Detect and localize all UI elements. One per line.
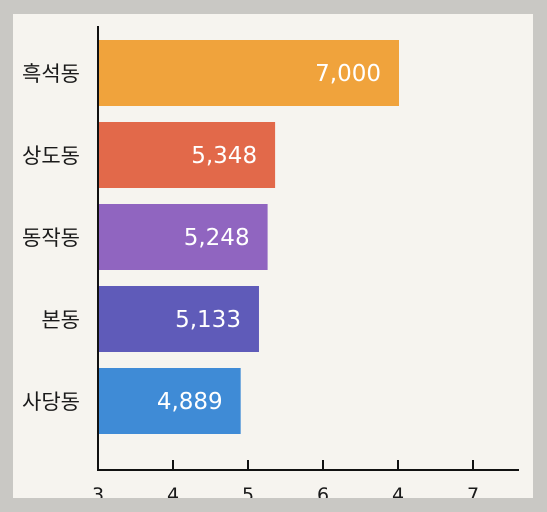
category-label: 상도동 — [22, 144, 80, 168]
x-tick-label: 6 — [317, 484, 329, 498]
category-label: 동작동 — [22, 226, 80, 250]
x-tick-label: 3 — [92, 484, 104, 498]
category-label: 흑석동 — [22, 62, 80, 86]
bar-2 — [99, 122, 276, 188]
category-label: 본동 — [41, 308, 80, 332]
bar-value-label: 5,248 — [184, 225, 250, 251]
x-tick-label: 7 — [467, 484, 479, 498]
bars-group — [99, 40, 399, 434]
bar-value-label: 5,133 — [175, 307, 241, 333]
x-tick-label: 5 — [242, 484, 254, 498]
x-tick-label: 4 — [167, 484, 179, 498]
bar-value-label: 5,348 — [191, 143, 257, 169]
x-ticks-group: 3 4 5 6 4 7 — [92, 460, 479, 498]
bar-value-label: 7,000 — [315, 61, 381, 87]
value-labels-group: 7,000 5,348 5,248 5,133 4,889 — [157, 61, 381, 415]
x-tick-label: 4 — [392, 484, 404, 498]
bar-3 — [99, 204, 268, 270]
bar-value-label: 4,889 — [157, 389, 223, 415]
bar-chart: 7,000 5,348 5,248 5,133 4,889 흑석동상도동동작동본동사당동… — [22, 26, 519, 498]
bar-5 — [99, 368, 241, 434]
category-label: 사당동 — [22, 390, 80, 414]
bar-1 — [99, 40, 399, 106]
bar-4 — [99, 286, 259, 352]
